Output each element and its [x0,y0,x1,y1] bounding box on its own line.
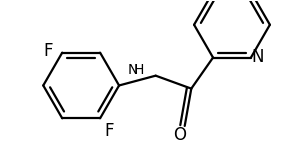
Text: N: N [252,48,264,66]
Text: O: O [173,126,186,144]
Text: F: F [104,122,114,140]
Text: F: F [44,42,53,60]
Text: N: N [127,63,137,77]
Text: H: H [133,63,144,77]
